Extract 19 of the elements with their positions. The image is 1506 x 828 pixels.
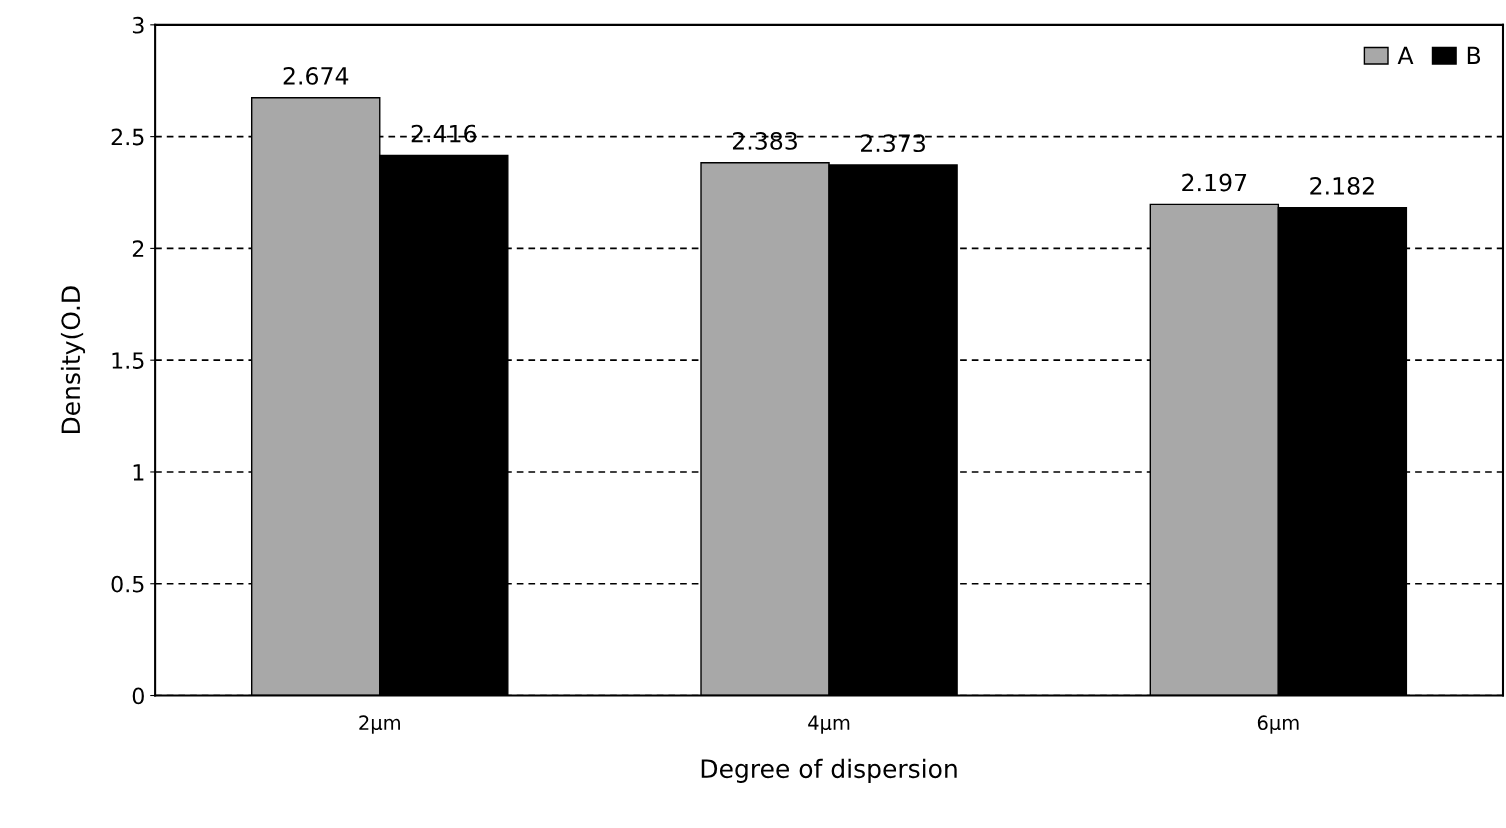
data-label: 2.182 [1310,176,1374,195]
y-tick-label: 1 [133,464,144,481]
y-tick-label: 3 [132,16,144,34]
x-axis-title: Degree of dispersion [701,758,957,783]
y-tick-label: 0.5 [111,575,144,593]
data-label: 2.383 [732,132,797,150]
legend-label: A [1397,46,1414,65]
y-tick-label: 2 [132,240,144,257]
legend-label: B [1467,46,1481,65]
y-tick-label: 0 [132,687,144,705]
x-tick-label: 2μm [359,715,400,734]
data-label: 2.416 [411,124,477,143]
y-tick-label: 2.5 [111,128,144,146]
x-tick-label: 6μm [1257,715,1299,734]
y-axis-title: Density(O.D [60,286,86,434]
y-tick-label: 1.5 [112,352,144,369]
x-tick-label: 4μm [808,715,850,734]
data-label: 2.674 [283,66,349,85]
data-label: 2.197 [1182,173,1247,192]
